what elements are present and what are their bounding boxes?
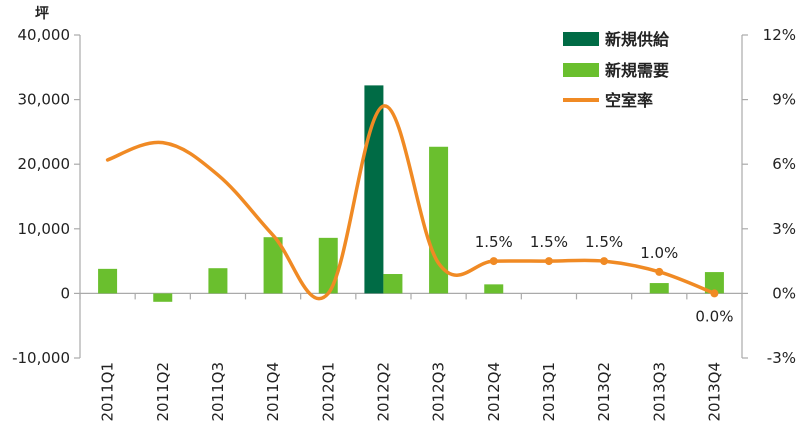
bar-demand <box>98 268 118 294</box>
y-tick-left-label: 30,000 <box>18 91 71 109</box>
vacancy-point <box>544 257 553 266</box>
vacancy-data-label: 0.0% <box>695 307 733 325</box>
y-tick-left-label: 20,000 <box>18 155 71 173</box>
y-tick-right-label: -3% <box>767 349 796 367</box>
y-axis-unit: 坪 <box>35 6 49 22</box>
vacancy-line <box>105 104 719 301</box>
x-tick-label: 2011Q4 <box>264 362 282 422</box>
y-tick-left-label: 40,000 <box>18 26 71 44</box>
bar-demand <box>484 284 504 294</box>
bar-demand <box>153 293 173 302</box>
x-tick-label: 2011Q1 <box>99 362 117 422</box>
bar-demand <box>263 237 283 294</box>
legend-label: 新規供給 <box>605 30 670 49</box>
x-tick-label: 2011Q2 <box>154 362 172 422</box>
x-tick-label: 2011Q3 <box>209 362 227 422</box>
x-tick-label: 2013Q1 <box>540 362 558 422</box>
vacancy-point <box>600 257 609 266</box>
vacancy-data-label: 1.0% <box>640 244 678 262</box>
vacancy-line-path <box>105 104 717 301</box>
x-tick-label: 2013Q3 <box>650 362 668 422</box>
x-tick-label: 2013Q4 <box>705 362 723 422</box>
y-tick-right-label: 12% <box>763 26 796 44</box>
bar-demand <box>649 283 669 294</box>
x-tick-label: 2013Q2 <box>595 362 613 422</box>
bar-demand <box>383 274 403 294</box>
y-tick-left-label: -10,000 <box>12 349 70 367</box>
legend-label: 新規需要 <box>605 61 669 80</box>
y-tick-left-label: 10,000 <box>18 220 71 238</box>
vacancy-data-label: 1.5% <box>530 233 568 251</box>
vacancy-point <box>710 289 719 298</box>
legend-swatch <box>563 63 599 77</box>
y-tick-left-label: 0 <box>60 284 70 302</box>
y-tick-right-label: 3% <box>772 220 796 238</box>
vacancy-point <box>655 267 664 276</box>
vacancy-data-label: 1.5% <box>475 233 513 251</box>
x-tick-label: 2012Q4 <box>485 362 503 422</box>
x-tick-label: 2012Q3 <box>430 362 448 422</box>
y-tick-right-label: 6% <box>772 155 796 173</box>
bars <box>98 85 724 302</box>
vacancy-data-label: 1.5% <box>585 233 623 251</box>
vacancy-point <box>489 257 498 266</box>
x-tick-label: 2012Q1 <box>319 362 337 422</box>
bar-demand <box>318 237 338 294</box>
axes: -10,000 0 10,000 20,000 30,000 40,000 坪 -3% 0% 3%… <box>12 6 796 422</box>
bar-demand <box>704 272 724 294</box>
y-tick-right-label: 0% <box>772 284 796 302</box>
y-tick-right-label: 9% <box>772 91 796 109</box>
x-tick-label: 2012Q2 <box>374 362 392 422</box>
data-labels: 1.5% 1.5% 1.5% 1.0% 0.0% <box>475 233 734 325</box>
bar-demand <box>208 268 228 294</box>
legend-swatch <box>563 32 599 46</box>
legend-label: 空室率 <box>605 91 653 110</box>
